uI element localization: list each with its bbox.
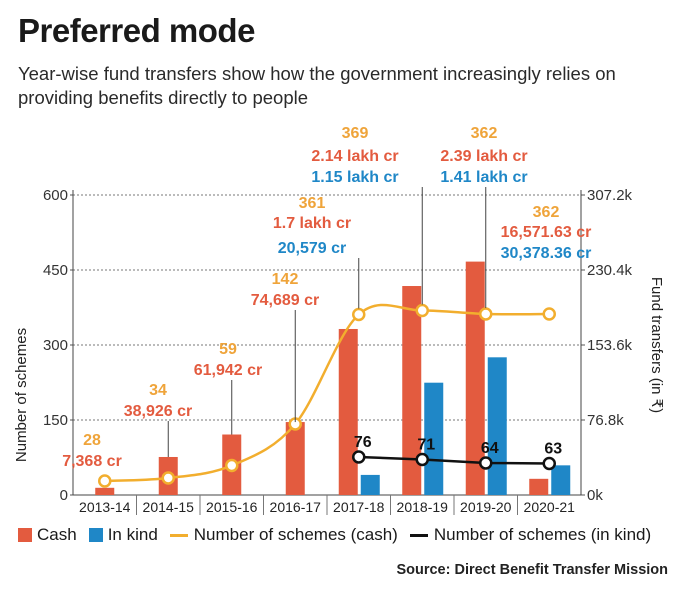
data-label-schemes-in-kind: 76 [354,434,372,451]
bar-in-kind [487,357,507,495]
chart-title: Preferred mode [18,12,255,49]
x-tick-label: 2017-18 [333,499,385,515]
point-schemes-in-kind [542,456,556,471]
data-label-in-kind: 30,378.36 cr [501,245,592,262]
point-schemes-cash [161,471,175,485]
y-left-tick-label: 0 [60,487,68,504]
point-schemes-cash [479,307,493,321]
data-label-schemes-cash: 369 [342,125,369,142]
y-left-tick-label: 600 [43,187,68,204]
legend-swatch-in-kind [88,528,103,542]
bar-in-kind [360,474,380,495]
data-label-in-kind: 1.41 lakh cr [440,169,527,186]
bar-cash [465,261,485,495]
data-label-schemes-cash: 34 [149,382,167,399]
y-right-axis-title: Fund transfers (in ₹) [648,277,665,413]
x-tick-label: 2020-21 [524,499,576,515]
bar-cash [529,478,549,495]
line-schemes-in-kind [358,455,550,465]
data-label-cash: 7,368 cr [62,453,122,470]
data-label-cash: 74,689 cr [251,292,320,309]
y-right-tick-label: 76.8k [587,412,624,429]
data-label-cash: 2.14 lakh cr [311,148,398,165]
x-tick-label: 2014-15 [143,499,195,515]
y-right-tick-label: 307.2k [587,187,633,204]
y-right-tick-label: 230.4k [587,262,633,279]
x-tick-label: 2015-16 [206,499,258,515]
data-label-cash: 1.7 lakh cr [273,215,351,232]
y-left-tick-label: 150 [43,412,68,429]
point-schemes-cash [352,307,366,322]
data-label-cash: 16,571.63 cr [501,224,592,241]
y-left-tick-label: 300 [43,337,68,354]
legend-item-schemes-cash: Number of schemes (cash) [169,525,398,545]
legend: Cash In kind Number of schemes (cash) Nu… [18,525,663,545]
bar-in-kind [424,382,444,495]
point-schemes-in-kind [352,450,366,464]
data-label-cash: 61,942 cr [194,362,263,379]
y-left-axis-title: Number of schemes [13,328,30,462]
y-right-tick-label: 153.6k [587,337,633,354]
data-label-schemes-cash: 362 [533,204,560,221]
data-label-schemes-cash: 362 [471,125,498,142]
data-label-in-kind: 1.15 lakh cr [311,169,398,186]
point-schemes-in-kind [479,456,493,470]
legend-label-schemes-in-kind: Number of schemes (in kind) [433,525,652,544]
x-tick-label: 2016-17 [270,499,322,515]
legend-swatch-schemes-cash [169,533,188,537]
legend-label-in-kind: In kind [107,525,158,544]
x-tick-label: 2018-19 [397,499,449,515]
legend-label-cash: Cash [37,525,77,544]
point-schemes-cash [225,458,239,473]
data-label-schemes-cash: 361 [299,195,326,212]
data-label-cash: 2.39 lakh cr [440,148,527,165]
data-label-schemes-in-kind: 71 [417,437,435,454]
legend-swatch-schemes-in-kind [409,533,428,537]
source-note: Source: Direct Benefit Transfer Mission [396,562,668,578]
point-schemes-cash [542,307,556,321]
data-label-schemes-in-kind: 63 [544,441,562,458]
legend-item-in-kind: In kind [88,525,158,545]
data-label-schemes-cash: 142 [272,271,299,288]
point-schemes-cash [415,303,429,318]
legend-item-cash: Cash [18,525,77,545]
data-label-cash: 38,926 cr [124,403,193,420]
y-left-tick-label: 450 [43,262,68,279]
legend-swatch-cash [18,528,32,542]
bar-cash [285,422,305,495]
y-right-tick-label: 0k [587,487,603,504]
bar-cash [95,487,115,495]
chart-subtitle: Year-wise fund transfers show how the go… [18,63,616,108]
bar-cash [402,286,422,495]
bar-cash [338,328,358,495]
bar-in-kind [551,465,571,495]
data-label-schemes-in-kind: 64 [481,440,499,457]
line-schemes-cash [104,303,550,483]
x-tick-label: 2019-20 [460,499,512,515]
legend-label-schemes-cash: Number of schemes (cash) [193,525,398,544]
x-tick-label: 2013-14 [79,499,131,515]
data-label-in-kind: 20,579 cr [278,240,347,257]
point-schemes-in-kind [415,452,429,467]
legend-item-schemes-in-kind: Number of schemes (in kind) [409,525,652,545]
data-label-schemes-cash: 59 [219,341,237,358]
data-label-schemes-cash: 28 [83,432,101,449]
point-schemes-cash [98,474,112,488]
